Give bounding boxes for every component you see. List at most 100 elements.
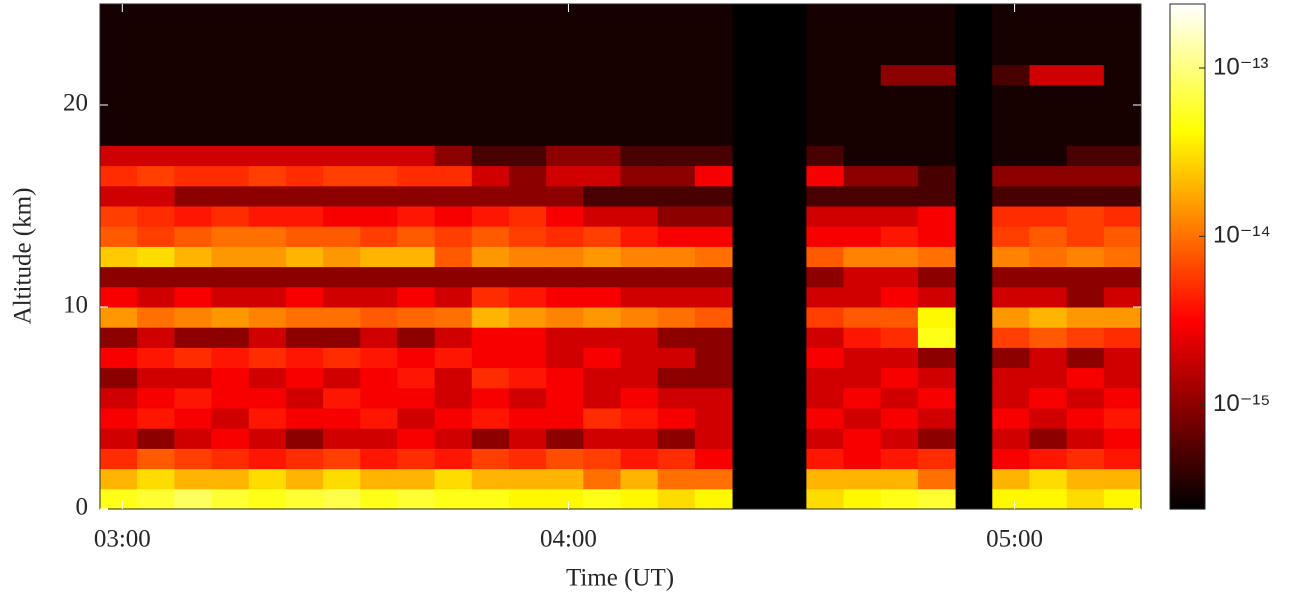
colorbar-segment [1170,413,1205,417]
heatmap-cell [211,468,250,490]
heatmap-cell [583,24,621,45]
heatmap-cell [471,488,510,510]
heatmap-cell [583,468,621,490]
heatmap-cell [248,367,287,389]
heatmap-cell [285,125,324,146]
colorbar-segment [1170,362,1205,366]
heatmap-cell [137,266,175,288]
heatmap-cell [100,24,138,45]
colorbar-segment [1170,370,1205,374]
heatmap-cell [546,428,584,449]
heatmap-cell [694,165,733,187]
heatmap-cell [360,105,398,126]
colorbar-segment [1170,168,1205,172]
heatmap-cell [880,468,919,490]
colorbar-segment [1170,327,1205,331]
heatmap-cell [806,266,845,288]
heatmap-cell [137,226,175,247]
heatmap-cell [1103,266,1142,288]
heatmap-cell [174,327,213,348]
heatmap-cell [583,307,621,328]
colorbar-segment [1170,105,1205,109]
colorbar-segment [1170,231,1205,235]
heatmap-cell [248,185,287,207]
heatmap-cell [880,387,919,409]
heatmap-cell [620,327,659,348]
colorbar-segment [1170,102,1205,106]
heatmap-cell [100,327,138,348]
colorbar-segment [1170,132,1205,136]
colorbar-segment [1170,233,1205,237]
heatmap-cell [1066,226,1105,247]
heatmap-cell [434,428,473,449]
heatmap-cell [806,246,845,268]
heatmap-cell [992,105,1030,126]
heatmap-cell [657,64,696,86]
heatmap-cell [583,4,621,25]
heatmap-cell [211,24,250,45]
colorbar-segment [1170,110,1205,114]
heatmap-cell [1103,327,1142,348]
heatmap-cell [583,408,621,429]
colorbar-segment [1170,491,1205,495]
heatmap-cell [285,367,324,389]
heatmap-cell [508,4,547,25]
heatmap-cell [806,4,845,25]
colorbar-tick-label: 10⁻¹⁴ [1213,222,1271,249]
heatmap-cell [360,165,398,187]
colorbar-segment [1170,425,1205,429]
heatmap-cell [992,448,1030,470]
heatmap-cell [285,266,324,288]
heatmap-cell [1103,286,1142,308]
heatmap-cell [434,84,473,106]
heatmap-cell [657,165,696,187]
colorbar-segment [1170,69,1205,73]
heatmap-cell [917,4,956,25]
colorbar-segment [1170,223,1205,227]
heatmap-cell [880,286,919,308]
heatmap-cell [323,367,361,389]
colorbar-segment [1170,357,1205,361]
heatmap-cell [360,125,398,146]
heatmap-cell [1066,125,1105,146]
heatmap-cell [211,428,250,449]
heatmap-cell [397,347,436,369]
colorbar-segment [1170,476,1205,480]
heatmap-cell [471,64,510,86]
heatmap-cell [546,347,584,369]
heatmap-cell [694,64,733,86]
heatmap-cell [471,4,510,25]
heatmap-cell [917,327,956,348]
heatmap-cell [248,408,287,429]
colorbar-segment [1170,486,1205,490]
heatmap-cell [508,105,547,126]
heatmap-cell [137,408,175,429]
heatmap-cell [880,84,919,106]
heatmap-cell [397,226,436,247]
heatmap-cell [880,347,919,369]
heatmap-cell [843,408,882,429]
heatmap-cell [285,307,324,328]
heatmap-cell [843,488,882,510]
heatmap-cell [620,448,659,470]
heatmap-cell [508,64,547,86]
heatmap-cell [620,246,659,268]
colorbar-segment [1170,483,1205,487]
colorbar-segment [1170,385,1205,389]
heatmap-cell [248,84,287,106]
heatmap-cell [583,145,621,167]
heatmap-cell [657,286,696,308]
heatmap-cell [1066,24,1105,45]
heatmap-cell [285,226,324,247]
colorbar-segment [1170,36,1205,40]
heatmap-cell [100,428,138,449]
heatmap-cell [434,286,473,308]
heatmap-cell [1103,145,1142,167]
heatmap-cell [323,246,361,268]
heatmap-cell [917,266,956,288]
heatmap-cell [174,4,213,25]
colorbar-segment [1170,400,1205,404]
colorbar-segment [1170,405,1205,409]
heatmap-cell [248,24,287,45]
heatmap-cell [992,408,1030,429]
